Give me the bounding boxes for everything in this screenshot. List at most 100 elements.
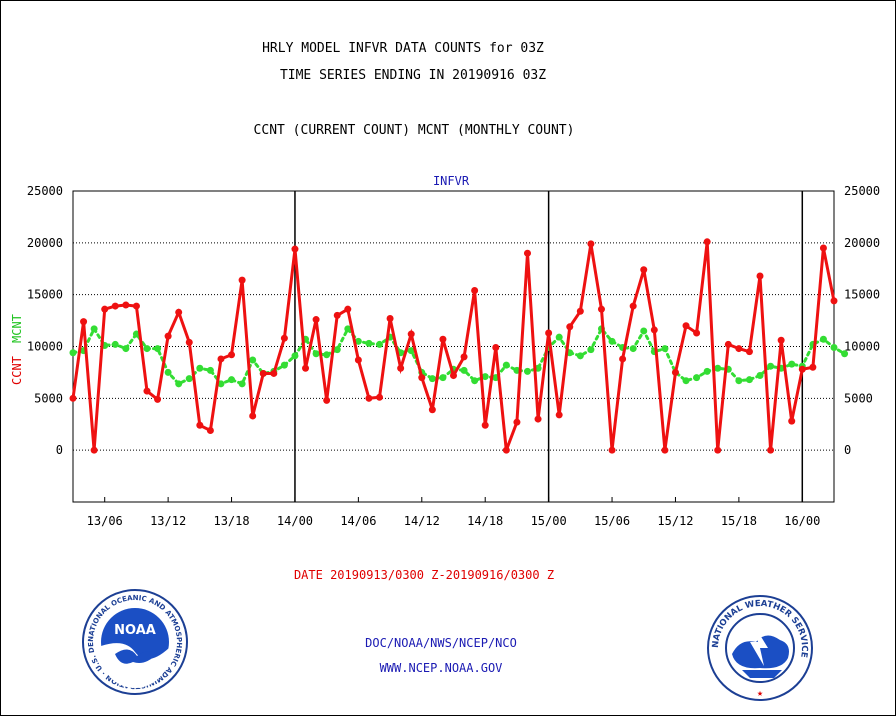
data-point-mcnt xyxy=(175,380,183,388)
data-point-ccnt xyxy=(376,393,384,401)
data-point-ccnt xyxy=(259,369,267,377)
data-point-mcnt xyxy=(249,356,257,364)
data-point-ccnt xyxy=(576,307,584,315)
data-point-ccnt xyxy=(344,305,352,313)
data-point-ccnt xyxy=(502,446,510,454)
data-point-mcnt xyxy=(735,377,743,385)
data-point-ccnt xyxy=(90,446,98,454)
data-point-mcnt xyxy=(555,333,563,341)
nws-logo: NATIONAL WEATHER SERVICE ★ xyxy=(707,595,813,701)
data-point-ccnt xyxy=(597,305,605,313)
data-point-mcnt xyxy=(502,361,510,369)
data-point-ccnt xyxy=(481,421,489,429)
series-ccnt xyxy=(69,238,838,454)
data-point-ccnt xyxy=(196,421,204,429)
data-point-ccnt xyxy=(735,345,743,353)
data-point-ccnt xyxy=(302,364,310,372)
data-point-ccnt xyxy=(291,245,299,253)
data-point-ccnt xyxy=(206,426,214,434)
y-tick-label-right: 5000 xyxy=(844,391,873,405)
data-point-ccnt xyxy=(428,406,436,414)
x-tick-label: 13/06 xyxy=(87,514,123,528)
y-label-ccnt: CCNT xyxy=(10,356,24,385)
data-point-ccnt xyxy=(397,364,405,372)
data-point-ccnt xyxy=(555,411,563,419)
data-point-ccnt xyxy=(407,330,415,338)
data-point-mcnt xyxy=(788,360,796,368)
data-point-ccnt xyxy=(228,351,236,359)
data-point-mcnt xyxy=(407,347,415,355)
data-point-ccnt xyxy=(523,249,531,257)
data-point-ccnt xyxy=(270,369,278,377)
data-point-ccnt xyxy=(545,329,553,337)
data-point-mcnt xyxy=(841,350,849,358)
header-line-2: TIME SERIES ENDING IN 20190916 03Z xyxy=(280,68,546,83)
grid-layer xyxy=(73,242,834,451)
data-point-mcnt xyxy=(608,337,616,345)
x-axis: 13/06 13/12 13/18 14/00 14/06 14/12 14/18 15/00… xyxy=(87,497,820,528)
data-point-ccnt xyxy=(492,344,500,352)
y-tick-label-left: 15000 xyxy=(27,288,63,302)
data-point-mcnt xyxy=(217,380,225,388)
x-tick-label: 15/18 xyxy=(721,514,757,528)
data-point-mcnt xyxy=(154,345,162,353)
data-point-mcnt xyxy=(767,362,775,370)
data-point-ccnt xyxy=(471,287,479,295)
y-axis-label: CCNT MCNT xyxy=(10,314,24,385)
data-point-mcnt xyxy=(228,376,236,384)
y-tick-label-right: 10000 xyxy=(844,340,880,354)
series-layer xyxy=(69,238,849,454)
data-point-ccnt xyxy=(122,301,130,309)
data-point-ccnt xyxy=(175,308,183,316)
x-tick-label: 14/18 xyxy=(467,514,503,528)
data-point-ccnt xyxy=(819,244,827,252)
data-point-ccnt xyxy=(608,446,616,454)
data-point-mcnt xyxy=(439,374,447,382)
data-point-mcnt xyxy=(428,375,436,383)
y-tick-label-left: 20000 xyxy=(27,236,63,250)
data-point-mcnt xyxy=(576,352,584,360)
data-point-mcnt xyxy=(312,350,320,358)
data-point-mcnt xyxy=(640,327,648,335)
data-point-ccnt xyxy=(460,353,468,361)
chart-header: HRLY MODEL INFVR DATA COUNTS for 03Z TIM… xyxy=(254,41,575,188)
data-point-ccnt xyxy=(143,387,151,395)
data-point-ccnt xyxy=(101,305,109,313)
data-point-ccnt xyxy=(249,412,257,420)
y-tick-label-left: 10000 xyxy=(27,340,63,354)
data-point-mcnt xyxy=(280,361,288,369)
data-point-mcnt xyxy=(196,364,204,372)
data-point-ccnt xyxy=(354,356,362,364)
data-point-ccnt xyxy=(69,394,77,402)
data-point-mcnt xyxy=(143,345,151,353)
y-label-mcnt: MCNT xyxy=(10,314,24,343)
data-point-ccnt xyxy=(365,394,373,402)
data-point-ccnt xyxy=(566,323,574,331)
data-point-ccnt xyxy=(640,266,648,274)
data-point-mcnt xyxy=(69,349,77,357)
y-tick-label-left: 25000 xyxy=(27,184,63,198)
data-point-mcnt xyxy=(819,335,827,343)
data-point-ccnt xyxy=(756,272,764,280)
data-point-ccnt xyxy=(587,240,595,248)
data-point-mcnt xyxy=(471,377,479,385)
header-line-1: HRLY MODEL INFVR DATA COUNTS for 03Z xyxy=(262,41,544,56)
chart-title: INFVR xyxy=(433,174,470,188)
data-point-mcnt xyxy=(587,346,595,354)
data-point-mcnt xyxy=(481,373,489,381)
data-point-ccnt xyxy=(164,332,172,340)
x-tick-label: 15/12 xyxy=(657,514,693,528)
x-tick-label: 13/18 xyxy=(213,514,249,528)
data-point-mcnt xyxy=(756,372,764,380)
data-point-ccnt xyxy=(386,315,394,323)
data-point-ccnt xyxy=(280,334,288,342)
y-tick-label-right: 20000 xyxy=(844,236,880,250)
data-point-ccnt xyxy=(217,355,225,363)
x-tick-label: 14/00 xyxy=(277,514,313,528)
data-point-ccnt xyxy=(185,338,193,346)
data-point-ccnt xyxy=(238,276,246,284)
x-tick-label: 14/12 xyxy=(404,514,440,528)
data-point-ccnt xyxy=(788,417,796,425)
